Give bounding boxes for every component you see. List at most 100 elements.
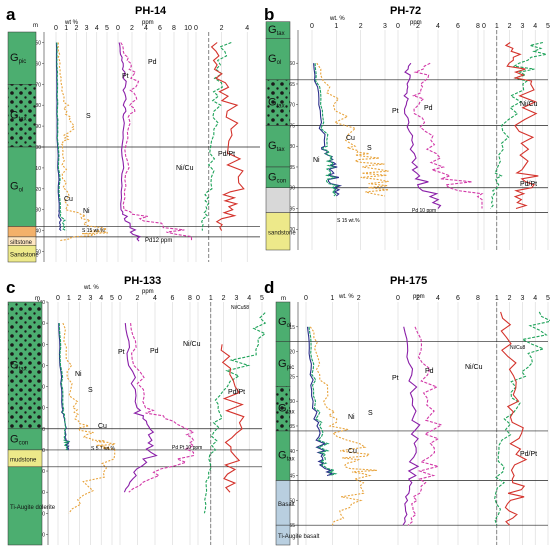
depth-tick-label: 655 (287, 523, 296, 529)
wt-tick-label: 0 (310, 23, 314, 30)
ratio-tick-label: 5 (546, 23, 550, 30)
ppm-tick-label: 4 (153, 295, 157, 302)
panel-d: d PH-175 m wt. % ppm 6156206256306356406… (264, 275, 550, 546)
axis-ticks: 7407507607707807908008108208308408500123… (37, 295, 264, 545)
annotation-cu: Cu (98, 423, 107, 430)
annotation-nicu: Ni/Cu (465, 364, 483, 371)
series-line (313, 63, 343, 197)
ratio-tick-label: 1 (495, 23, 499, 30)
series-line (220, 344, 245, 493)
annotation-nicu: Ni/Cu (176, 165, 194, 172)
series-line (58, 323, 71, 451)
wt-tick-label: 5 (110, 295, 114, 302)
wt-tick-label: 3 (88, 295, 92, 302)
annotation-pd: Pd (150, 348, 159, 355)
wt-tick-label: 1 (64, 25, 68, 32)
series-line (500, 311, 528, 526)
series-line (62, 322, 116, 514)
ppm-tick-label: 6 (456, 23, 460, 30)
ratio-tick-label: 4 (533, 23, 537, 30)
ppm-label: ppm (142, 20, 154, 26)
wt-tick-label: 0 (56, 295, 60, 302)
series-line (411, 62, 484, 209)
wt-tick-label: 0 (304, 295, 308, 302)
annotation-pdpt-max: Pd Pt 10 ppm (172, 445, 202, 451)
series-line (494, 311, 550, 526)
depth-unit: m (281, 296, 286, 302)
ratio-tick-label: 4 (533, 295, 537, 302)
ppm-tick-label: 8 (172, 25, 176, 32)
ppm-tick-label: 2 (136, 295, 140, 302)
wt-tick-label: 1 (67, 295, 71, 302)
series-line (504, 42, 539, 210)
panel-letter: a (6, 5, 16, 24)
annotation-pdpt: Pd/Pt (520, 451, 537, 458)
depth-tick-label: 765 (287, 82, 296, 88)
dotted-texture (266, 79, 290, 126)
ratio-tick-label: 4 (247, 295, 251, 302)
panel-title: PH-14 (135, 5, 167, 17)
annotation-cu: Cu (346, 135, 355, 142)
wt-tick-label: 3 (383, 23, 387, 30)
annotation-pdpt: Pd/Pt (218, 151, 235, 158)
annotation-pd: Pd (425, 368, 434, 375)
ratio-tick-label: 1 (495, 295, 499, 302)
annotation-pd-max: Pd12 ppm (145, 238, 172, 244)
depth-tick-label: 880 (33, 103, 42, 109)
series-line (57, 42, 109, 242)
annotations: S Cu Ni S 15 wt.% Pt Pd Pd12 ppm Ni/Cu P… (64, 59, 235, 244)
wt-tick-label: 2 (357, 295, 361, 302)
ppm-label: ppm (142, 289, 154, 295)
depth-unit: m (33, 23, 38, 29)
series-line (118, 42, 141, 242)
ratio-tick-label: 3 (234, 295, 238, 302)
series-line (306, 326, 334, 477)
lithology-unit (7, 146, 37, 227)
series-line (123, 323, 158, 493)
ppm-tick-label: 4 (436, 23, 440, 30)
series-line (407, 326, 443, 526)
depth-tick-label: 635 (287, 424, 296, 430)
unit-label: Basalt (278, 502, 295, 508)
depth-unit: m (35, 296, 40, 302)
ppm-tick-label: 2 (416, 295, 420, 302)
unit-label: sandstone (268, 230, 296, 236)
panel-title: PH-133 (124, 275, 161, 287)
annotation-s: S (88, 387, 93, 394)
depth-tick-label: 760 (287, 61, 296, 67)
depth-tick-label: 920 (33, 187, 42, 193)
chart-series (313, 41, 547, 210)
depth-tick-label: 650 (287, 498, 296, 504)
annotations: Ni S Cu S 5.7 wt.% Pt Pd Pd Pt 10 ppm Ni… (75, 305, 249, 452)
annotation-nicu: Ni/Cu (183, 341, 201, 348)
ratio-tick-label: 2 (220, 25, 224, 32)
depth-tick-label: 620 (287, 350, 296, 356)
dotted-texture (276, 386, 290, 431)
depth-tick-label: 640 (287, 449, 296, 455)
series-line (210, 42, 245, 231)
ratio-tick-label: 0 (196, 295, 200, 302)
wt-tick-label: 0 (54, 25, 58, 32)
annotation-pd: Pd (424, 105, 433, 112)
ratio-tick-label: 3 (520, 295, 524, 302)
series-line (403, 62, 442, 209)
ppm-tick-label: 2 (130, 25, 134, 32)
panel-b: b PH-72 m wt. % ppm 76076577077578078579… (264, 5, 550, 251)
series-line (402, 326, 421, 526)
panel-a: a PH-14 m wt % ppm 850860870880890900910… (6, 5, 260, 263)
annotation-pt: Pt (392, 108, 399, 115)
axis-ticks: 615 620 625 630 635 640 645 650 655 0 1 2 0 2 4 6 8 1 2 3 4 5 (287, 295, 550, 545)
depth-tick-label: 795 (287, 206, 296, 212)
depth-tick-label: 770 (287, 103, 296, 109)
panel-c: c PH-133 m wt. % ppm 7407507607707807908… (6, 275, 267, 546)
lithology-unit (265, 38, 291, 81)
series-line (203, 312, 267, 514)
wt-tick-label: 5 (105, 25, 109, 32)
series-line (308, 326, 338, 477)
chart-series (58, 312, 267, 514)
wt-label: wt % (64, 20, 79, 26)
wt-tick-label: 1 (334, 23, 338, 30)
ratio-tick-label: 1 (209, 295, 213, 302)
